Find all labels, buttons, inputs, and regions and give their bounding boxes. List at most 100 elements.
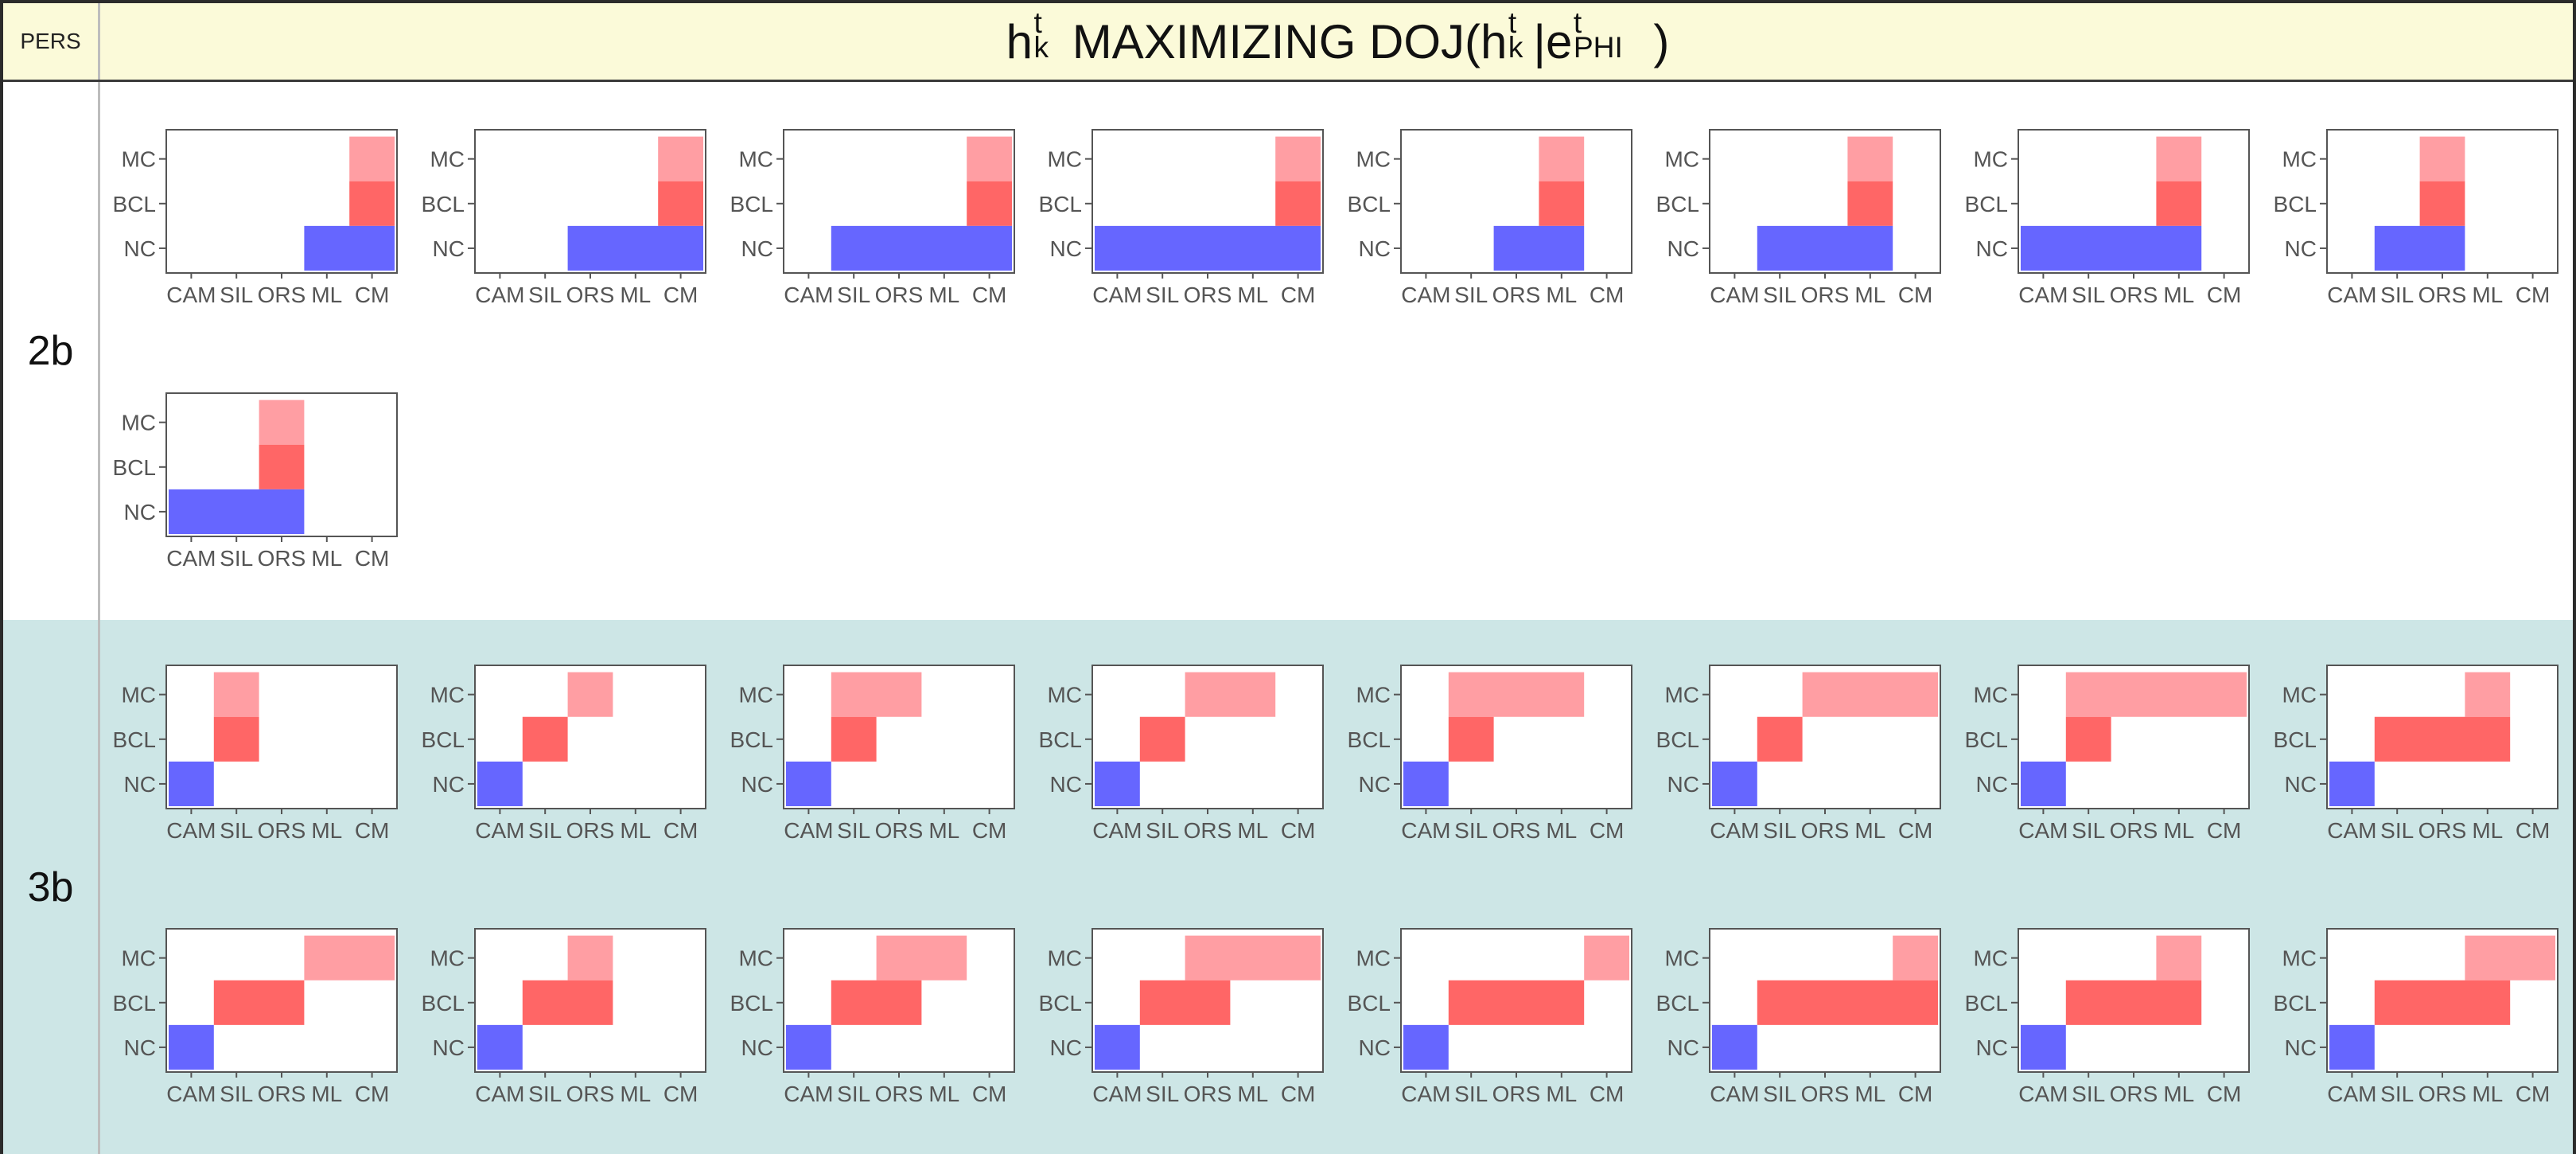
bar-nc [1403,761,1449,806]
x-tick-label-cam: CAM [2327,1082,2376,1106]
panel-2b-9: NC BCL MC CAM SIL ORS ML CM [113,392,398,571]
x-tick-label-ors: ORS [2418,818,2467,843]
y-tick-label-bcl: BCL [422,192,465,216]
x-tick-label-cm: CM [2516,283,2551,307]
x-tick-label-sil: SIL [1146,283,1179,307]
y-tick-label-bcl: BCL [113,455,156,480]
x-tick-label-ors: ORS [2418,283,2467,307]
panel-3b-16: NC BCL MC CAM SIL ORS ML CM [2274,928,2558,1106]
x-tick-label-sil: SIL [528,818,562,843]
y-tick-label-mc: MC [430,147,465,172]
y-tick-label-bcl: BCL [1348,991,1391,1016]
x-tick-label-cm: CM [1898,283,1933,307]
bar-nc [1493,225,1585,271]
bar-bcl [2374,716,2511,762]
x-tick-label-cm: CM [2207,1082,2242,1106]
bar-mc [2419,136,2465,181]
panel-2b-5: NC BCL MC CAM SIL ORS ML CM [1348,129,1632,307]
bar-bcl [2156,181,2202,226]
bar-nc [1095,225,1321,271]
x-tick-label-ors: ORS [2110,818,2158,843]
bar-mc [1584,935,1629,981]
x-tick-label-ors: ORS [566,283,615,307]
x-tick-label-cm: CM [1590,1082,1625,1106]
x-tick-label-ml: ML [620,1082,651,1106]
x-tick-label-cam: CAM [1401,283,1450,307]
panel-2b-8: NC BCL MC CAM SIL ORS ML CM [2274,129,2558,307]
x-tick-label-ml: ML [2472,1082,2503,1106]
bar-mc [1275,136,1321,181]
x-tick-label-ors: ORS [1801,283,1850,307]
x-tick-label-cam: CAM [2018,1082,2068,1106]
bar-nc [169,489,305,534]
x-tick-label-cm: CM [972,1082,1007,1106]
panel-2b-1: NC BCL MC CAM SIL ORS ML CM [113,129,398,307]
x-tick-label-cm: CM [1281,283,1316,307]
x-tick-label-cm: CM [663,818,698,843]
y-tick-label-bcl: BCL [1039,991,1082,1016]
bar-mc [1448,672,1585,717]
panel-3b-13: NC BCL MC CAM SIL ORS ML CM [1348,928,1632,1106]
x-tick-label-ml: ML [311,283,342,307]
x-tick-label-cam: CAM [1401,818,1450,843]
title-h2: h [1481,14,1508,68]
x-tick-label-ml: ML [2472,283,2503,307]
y-tick-label-nc: NC [1050,1035,1082,1060]
bar-mc [876,935,967,981]
y-tick-label-nc: NC [433,772,465,797]
y-tick-label-nc: NC [741,1035,773,1060]
bar-bcl [2065,716,2111,762]
y-tick-label-mc: MC [738,946,773,971]
x-tick-label-ml: ML [1237,1082,1268,1106]
x-tick-label-sil: SIL [220,283,253,307]
y-tick-label-nc: NC [433,1035,465,1060]
y-tick-label-bcl: BCL [730,727,773,752]
y-tick-label-mc: MC [738,147,773,172]
x-tick-label-cam: CAM [475,818,524,843]
x-tick-label-cm: CM [355,1082,390,1106]
bar-nc [831,225,1012,271]
y-tick-label-bcl: BCL [1039,192,1082,216]
x-tick-label-ml: ML [1546,818,1577,843]
y-tick-label-bcl: BCL [1965,192,2008,216]
y-tick-label-mc: MC [738,683,773,708]
y-tick-label-nc: NC [1359,772,1391,797]
y-tick-label-bcl: BCL [1656,192,1699,216]
panel-3b-6: NC BCL MC CAM SIL ORS ML CM [1656,665,1941,843]
x-tick-label-ors: ORS [258,546,306,571]
x-tick-label-ors: ORS [1492,283,1541,307]
y-tick-label-bcl: BCL [113,727,156,752]
x-tick-label-cm: CM [1281,1082,1316,1106]
x-tick-label-ml: ML [620,818,651,843]
bar-bcl [213,716,259,762]
bar-mc [1185,672,1276,717]
panel-2b-4: NC BCL MC CAM SIL ORS ML CM [1039,129,1324,307]
bar-nc [2021,225,2202,271]
bar-bcl [1448,716,1494,762]
bar-bcl [1847,181,1893,226]
title-sub-k2: k [1508,30,1523,64]
x-tick-label-cm: CM [355,818,390,843]
x-tick-label-cm: CM [2207,283,2242,307]
y-tick-label-mc: MC [1664,147,1699,172]
y-tick-label-mc: MC [2282,683,2317,708]
x-tick-label-ml: ML [311,546,342,571]
x-tick-label-cam: CAM [2018,283,2068,307]
y-tick-label-nc: NC [124,1035,156,1060]
y-tick-label-mc: MC [1047,147,1082,172]
y-tick-label-mc: MC [1973,946,2008,971]
y-tick-label-nc: NC [1359,236,1391,261]
x-tick-label-cam: CAM [166,283,216,307]
x-tick-label-sil: SIL [837,283,870,307]
bar-mc [2465,672,2511,717]
panel-3b-12: NC BCL MC CAM SIL ORS ML CM [1039,928,1324,1106]
bar-bcl [1539,181,1585,226]
x-tick-label-sil: SIL [528,1082,562,1106]
y-tick-label-bcl: BCL [1039,727,1082,752]
x-tick-label-cam: CAM [784,818,833,843]
x-tick-label-sil: SIL [2380,818,2414,843]
bar-nc [477,1024,523,1070]
x-tick-label-sil: SIL [1763,818,1796,843]
x-tick-label-ml: ML [1854,1082,1885,1106]
x-tick-label-sil: SIL [220,818,253,843]
